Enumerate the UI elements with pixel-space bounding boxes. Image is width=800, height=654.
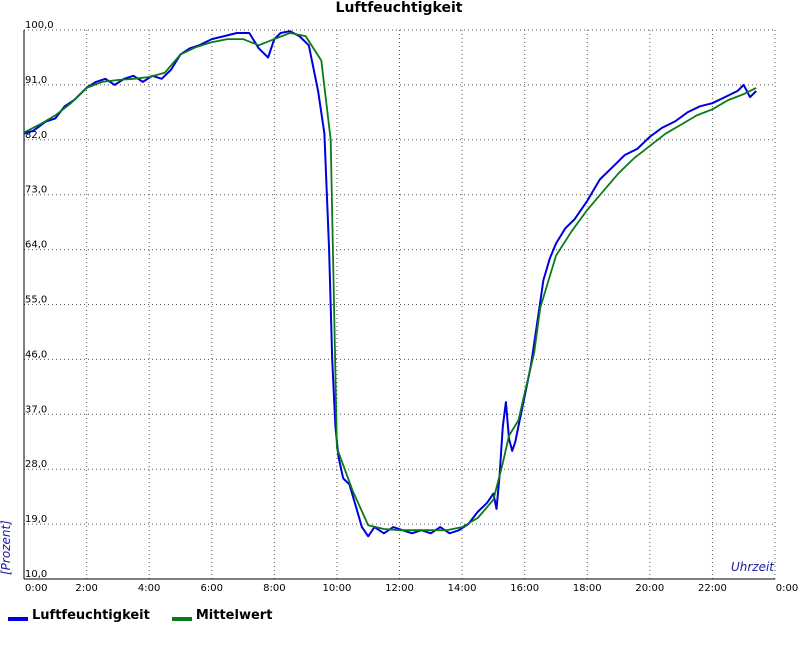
x-tick-label: 0:00 xyxy=(25,583,47,594)
y-tick-label: 19,0 xyxy=(25,514,47,525)
x-tick-label: 18:00 xyxy=(573,583,602,594)
x-tick-label: 2:00 xyxy=(75,583,97,594)
y-tick-label: 10,0 xyxy=(25,569,47,580)
x-tick-label: 4:00 xyxy=(138,583,160,594)
x-tick-label: 0:00 xyxy=(776,583,798,594)
legend-item-mean: Mittelwert xyxy=(171,608,273,623)
chart-title: Luftfeuchtigkeit xyxy=(336,0,463,16)
x-tick-label: 10:00 xyxy=(323,583,352,594)
y-tick-label: 64,0 xyxy=(25,240,47,251)
legend-label-mean: Mittelwert xyxy=(195,608,273,623)
x-tick-label: 16:00 xyxy=(510,583,539,594)
x-tick-label: 22:00 xyxy=(698,583,727,594)
x-tick-label: 6:00 xyxy=(201,583,223,594)
x-tick-label: 8:00 xyxy=(263,583,285,594)
y-tick-label: 73,0 xyxy=(25,185,47,196)
legend-item-humidity: Luftfeuchtigkeit xyxy=(8,608,150,623)
y-tick-label: 91,0 xyxy=(25,75,47,86)
humidity-line xyxy=(23,30,757,538)
y-tick-label: 100,0 xyxy=(25,20,54,31)
legend-swatch-humidity xyxy=(8,616,28,621)
x-tick-label: 14:00 xyxy=(448,583,477,594)
legend-swatch-mean xyxy=(171,616,192,621)
y-tick-label: 28,0 xyxy=(25,459,47,470)
y-tick-label: 55,0 xyxy=(25,295,47,306)
y-tick-label: 82,0 xyxy=(25,130,47,141)
chart-legend: Luftfeuchtigkeit Mittelwert xyxy=(8,608,272,623)
mean-line xyxy=(23,32,757,532)
legend-label-humidity: Luftfeuchtigkeit xyxy=(32,608,150,623)
y-tick-label: 37,0 xyxy=(25,404,47,415)
x-axis-label: Uhrzeit xyxy=(731,560,775,574)
y-axis-label: [Prozent] xyxy=(0,520,13,575)
x-tick-label: 20:00 xyxy=(635,583,664,594)
x-tick-label: 12:00 xyxy=(385,583,414,594)
y-tick-label: 46,0 xyxy=(25,349,47,360)
